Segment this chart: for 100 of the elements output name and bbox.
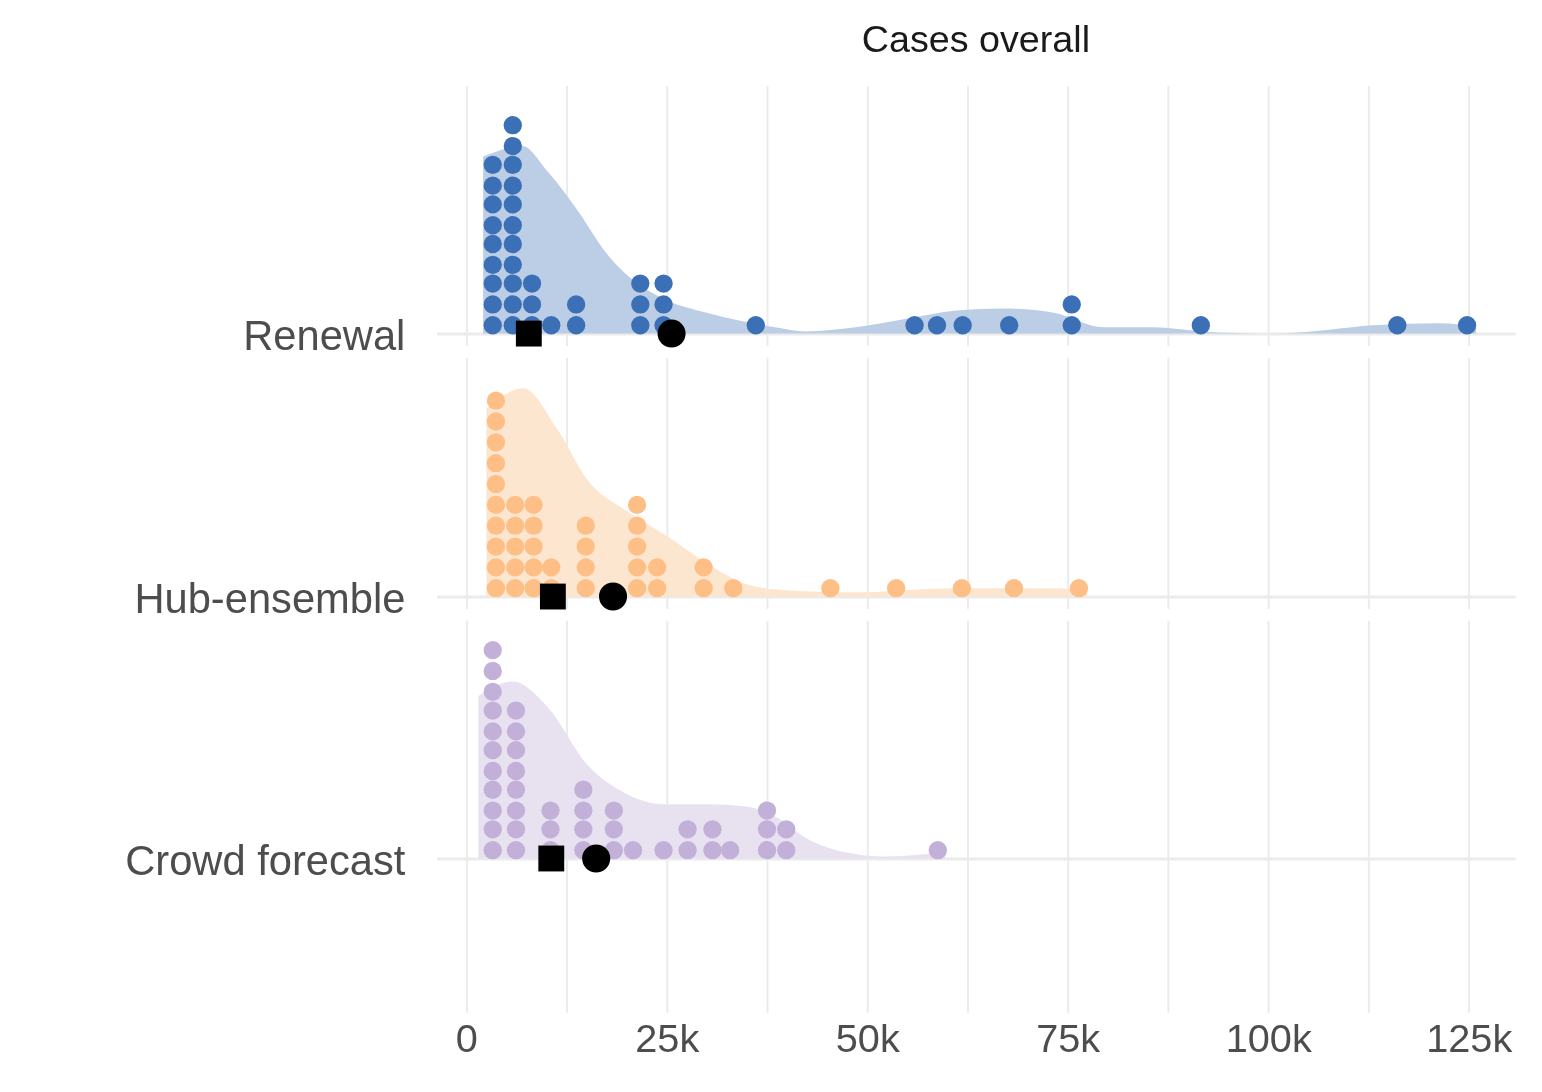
point — [522, 295, 542, 314]
point — [486, 412, 506, 431]
point — [506, 722, 526, 741]
point — [654, 295, 673, 314]
point — [623, 841, 643, 860]
point — [724, 579, 743, 598]
y-axis-title: Crowd forecast — [125, 836, 406, 884]
x-tick-label: 25k — [635, 1016, 700, 1061]
point — [631, 316, 650, 335]
point — [483, 661, 502, 681]
point — [503, 155, 522, 174]
point — [1457, 316, 1477, 335]
point — [483, 195, 502, 214]
point — [952, 579, 972, 598]
point — [503, 274, 522, 293]
point — [506, 841, 526, 860]
x-tick-label: 125k — [1426, 1016, 1513, 1061]
y-axis-title: Renewal — [243, 311, 406, 359]
point — [678, 820, 697, 839]
point — [524, 495, 543, 514]
point — [654, 841, 673, 860]
point — [694, 579, 713, 598]
point — [503, 216, 522, 235]
point — [524, 579, 543, 598]
point — [486, 391, 506, 410]
point — [515, 320, 542, 347]
point — [574, 801, 593, 820]
x-tick-label: 100k — [1225, 1016, 1312, 1061]
point — [486, 579, 506, 598]
point — [720, 841, 740, 860]
point — [503, 116, 522, 135]
point — [566, 295, 586, 314]
point — [647, 558, 667, 577]
point — [627, 537, 647, 556]
point — [506, 537, 525, 556]
point — [503, 295, 522, 314]
point — [905, 316, 924, 335]
point — [506, 495, 525, 514]
point — [574, 780, 593, 799]
point — [886, 579, 906, 598]
point — [757, 801, 777, 820]
point — [576, 537, 595, 556]
point — [631, 274, 650, 293]
point — [541, 820, 560, 839]
point — [627, 495, 647, 514]
point — [486, 516, 506, 535]
point — [703, 841, 722, 860]
point — [542, 316, 561, 335]
point — [483, 274, 502, 293]
point — [1191, 316, 1210, 335]
point — [777, 841, 796, 860]
point — [574, 820, 593, 839]
point — [483, 722, 502, 741]
point — [506, 780, 526, 799]
point — [1004, 579, 1024, 598]
point — [483, 682, 502, 701]
point — [1062, 316, 1081, 335]
point — [483, 701, 502, 720]
point — [604, 820, 623, 839]
point — [503, 195, 522, 214]
point — [777, 820, 796, 839]
point — [486, 433, 506, 452]
point — [486, 558, 506, 577]
point — [503, 234, 522, 254]
point — [483, 216, 502, 235]
point — [506, 579, 525, 598]
point — [657, 319, 686, 348]
point — [486, 495, 506, 514]
point — [576, 558, 595, 577]
point — [483, 820, 502, 839]
point — [506, 558, 525, 577]
point — [757, 820, 777, 839]
point — [483, 295, 502, 314]
point — [694, 558, 713, 577]
point — [506, 761, 526, 781]
point — [483, 761, 502, 781]
point — [703, 820, 722, 839]
point — [506, 701, 526, 720]
point — [541, 801, 560, 820]
point — [539, 583, 566, 610]
point — [503, 176, 522, 195]
point — [483, 176, 502, 195]
chart-title: Cases overall — [861, 17, 1091, 60]
point — [566, 316, 586, 335]
point — [678, 841, 697, 860]
x-tick-label: 50k — [835, 1016, 900, 1061]
point — [486, 454, 506, 473]
x-tick-label: 0 — [455, 1016, 478, 1061]
point — [928, 841, 947, 860]
point — [627, 558, 647, 577]
y-axis-title: Hub-ensemble — [134, 574, 406, 622]
point — [927, 316, 947, 335]
point — [746, 316, 765, 335]
point — [1062, 295, 1081, 314]
point — [524, 558, 543, 577]
point — [953, 316, 972, 335]
point — [524, 537, 543, 556]
point — [483, 841, 502, 860]
point — [604, 801, 623, 820]
point — [483, 741, 502, 760]
